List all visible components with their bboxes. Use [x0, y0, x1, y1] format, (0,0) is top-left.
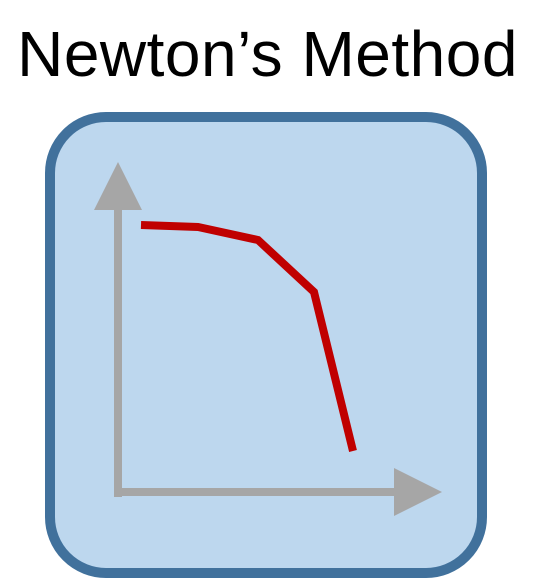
rounded-panel-background: [45, 112, 487, 578]
descending-curve: [140, 221, 357, 452]
page-title: Newton’s Method: [17, 18, 518, 90]
